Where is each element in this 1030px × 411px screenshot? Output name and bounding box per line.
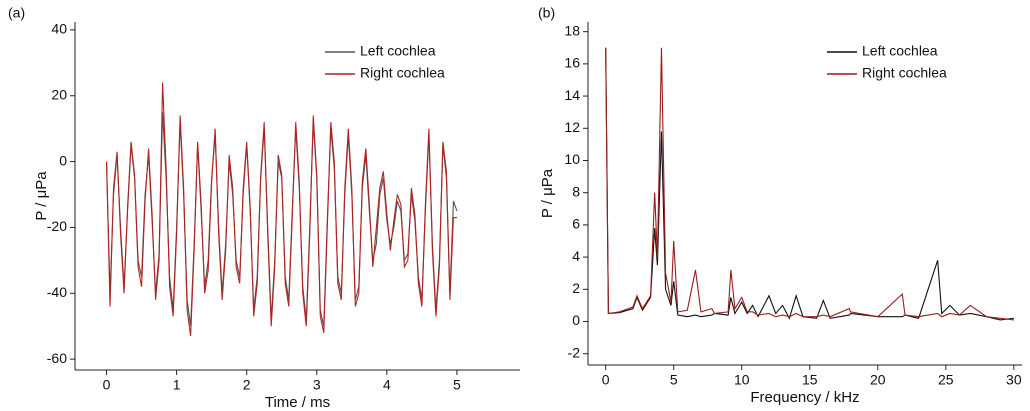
panel-label: (a) [8,5,25,21]
y-tick-label: 2 [572,280,580,296]
x-tick-label: 5 [670,372,678,388]
y-tick-label: -2 [568,344,581,360]
y-tick-label: 6 [572,216,580,232]
y-tick-label: 0 [59,152,67,168]
x-tick-label: 1 [173,377,181,393]
series-line [105,112,458,327]
y-tick-label: 0 [572,312,580,328]
series-line [605,47,1014,321]
x-tick-label: 3 [313,377,321,393]
x-tick-label: 15 [802,372,818,388]
x-tick-label: 0 [602,372,610,388]
legend-label: Right cochlea [862,65,947,81]
panel-label: (b) [538,5,555,21]
legend-label: Left cochlea [360,43,436,59]
series-line [105,82,457,337]
y-tick-label: 12 [564,119,580,135]
y-tick-label: -40 [47,284,67,300]
y-tick-label: -20 [47,218,67,234]
y-tick-label: 4 [572,248,580,264]
series-line [605,47,1014,321]
x-tick-label: 0 [103,377,111,393]
y-tick-label: 18 [564,22,580,38]
x-tick-label: 2 [243,377,251,393]
y-tick-label: 40 [51,21,67,37]
legend-label: Left cochlea [862,43,938,59]
x-tick-label: 30 [1006,372,1022,388]
x-axis-label: Frequency / kHz [750,389,859,406]
y-axis-label: P / μPa [33,171,50,221]
x-tick-label: 4 [383,377,391,393]
y-tick-label: 10 [564,151,580,167]
y-tick-label: 14 [564,87,580,103]
x-axis-label: Time / ms [265,394,330,411]
y-tick-label: 16 [564,55,580,71]
y-axis-label: P / μPa [539,168,556,218]
x-tick-label: 20 [870,372,886,388]
y-tick-label: 8 [572,183,580,199]
legend-label: Right cochlea [360,65,445,81]
y-tick-label: 20 [51,86,67,102]
x-tick-label: 25 [938,372,954,388]
x-tick-label: 5 [453,377,461,393]
x-tick-label: 10 [734,372,750,388]
y-tick-label: -60 [47,350,67,366]
